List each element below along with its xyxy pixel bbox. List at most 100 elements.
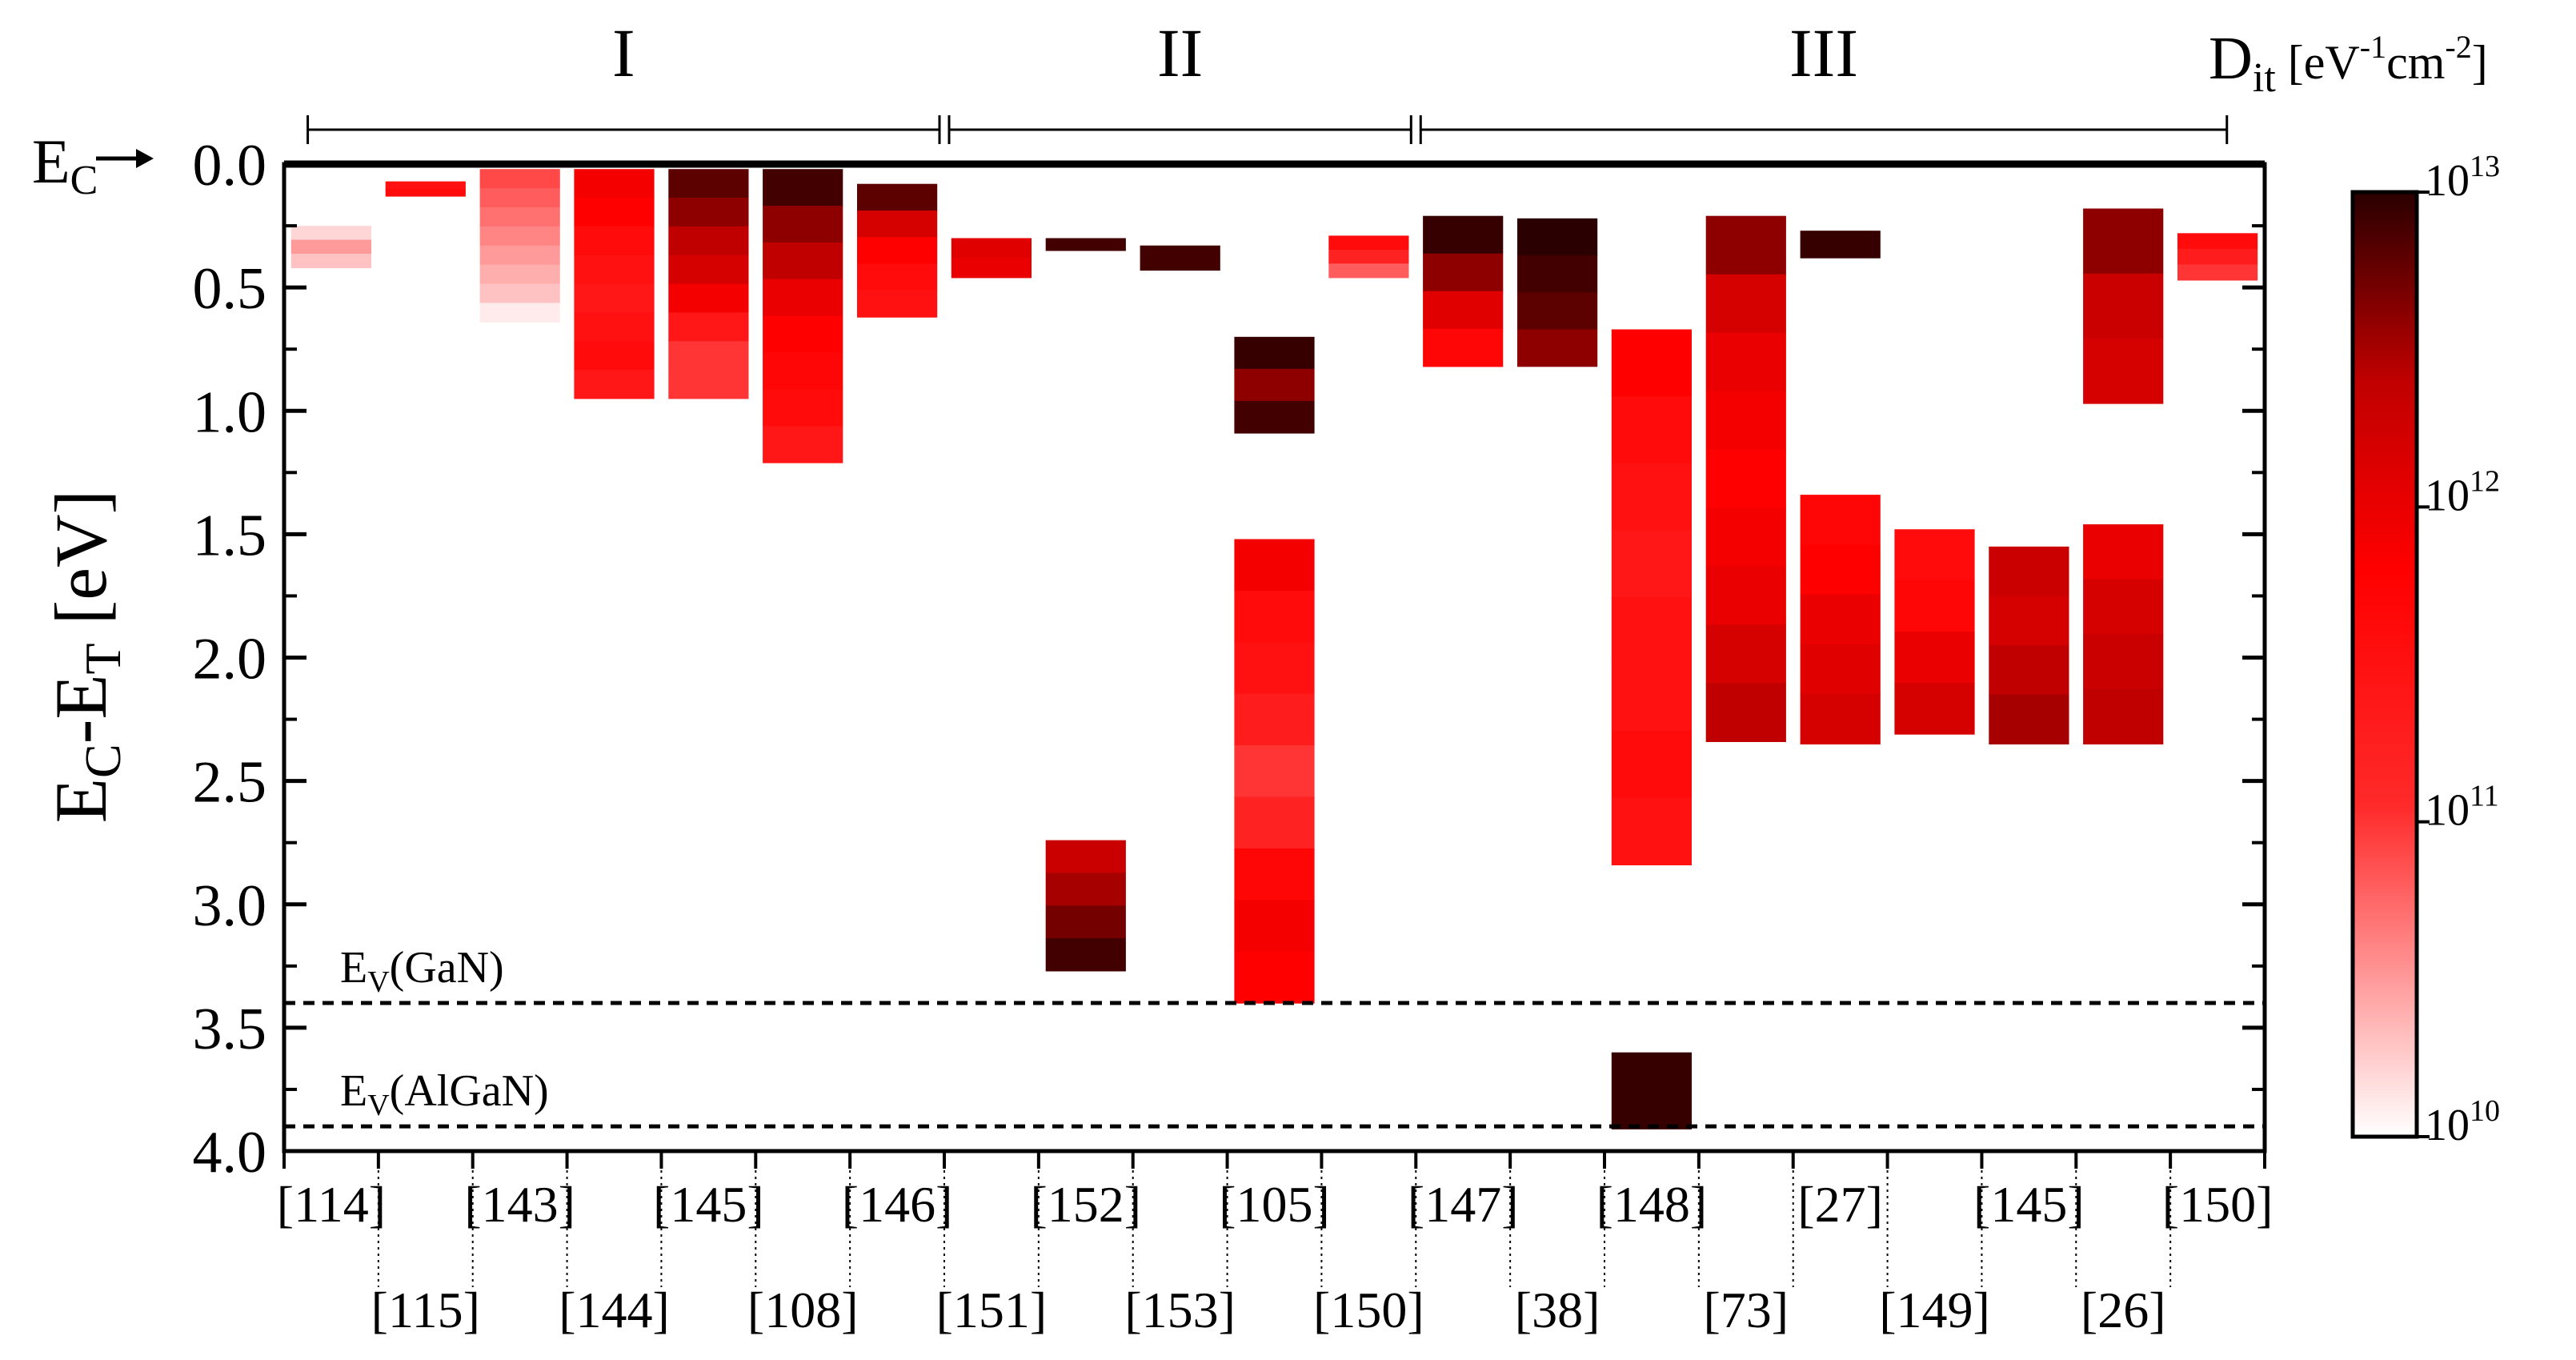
bar <box>2083 524 2164 744</box>
bar-segment <box>763 352 843 390</box>
bar-segment <box>2083 273 2164 339</box>
bar-segment <box>1989 645 2069 696</box>
bar-segment <box>1705 507 1786 568</box>
bar-segment <box>2177 233 2258 250</box>
bar-segment <box>1045 840 1126 873</box>
bar-segment <box>1517 218 1598 256</box>
bar-segment <box>1045 905 1126 939</box>
bar-segment <box>1423 291 1504 330</box>
bar-segment <box>1611 329 1692 397</box>
bar-segment <box>763 169 843 207</box>
bar-segment <box>857 263 938 291</box>
x-tick-label: [108] <box>747 1282 859 1338</box>
bar-segment <box>574 341 655 371</box>
bar-segment <box>763 315 843 354</box>
x-tick-label: [26] <box>2081 1282 2166 1338</box>
bar-segment <box>857 183 938 211</box>
bar-segment <box>857 290 938 318</box>
bar-segment <box>479 264 560 285</box>
bar-segment <box>290 254 371 269</box>
bar-segment <box>574 370 655 399</box>
bar-segment <box>385 181 466 190</box>
x-tick-label: [150] <box>2162 1176 2274 1233</box>
group-label: II <box>1157 14 1203 91</box>
x-tick-label: [145] <box>1973 1176 2085 1233</box>
bar-segment <box>1423 215 1504 255</box>
bar-segment <box>2177 248 2258 265</box>
colorbar-tick-label: 1013 <box>2425 150 2500 206</box>
y-tick-label: 0.5 <box>193 256 267 322</box>
bar-segment <box>1989 546 2069 597</box>
bar-segment <box>385 188 466 197</box>
bar-segment <box>1705 624 1786 684</box>
bar-segment <box>1234 951 1315 1004</box>
group-label: I <box>612 14 635 91</box>
bar-segment <box>1517 329 1598 367</box>
bar <box>1423 215 1504 367</box>
bar-segment <box>2083 634 2164 690</box>
bar-segment <box>479 188 560 208</box>
colorbar-label: Dit [eV-1cm-2] <box>2209 25 2488 101</box>
x-tick-label: [144] <box>559 1282 670 1338</box>
bar <box>763 169 843 463</box>
bar <box>385 181 466 197</box>
bar-segment <box>857 211 938 238</box>
bar <box>1611 329 1692 865</box>
bar <box>1611 1052 1692 1129</box>
x-tick-label: [105] <box>1219 1176 1330 1233</box>
bar <box>1234 539 1315 1004</box>
bar-segment <box>1234 693 1315 746</box>
bar-segment <box>1705 391 1786 451</box>
bar-segment <box>1423 328 1504 367</box>
bar-segment <box>668 198 749 227</box>
bar-segment <box>1705 449 1786 509</box>
bar-segment <box>1611 530 1692 598</box>
bar <box>479 169 560 323</box>
x-tick-label: [143] <box>464 1176 575 1233</box>
group-brackets: I II III <box>306 14 2229 144</box>
bar-segment <box>668 255 749 285</box>
bar-segment <box>763 242 843 280</box>
bar-segment <box>479 303 560 323</box>
bar-segment <box>2083 688 2164 744</box>
bar <box>1140 245 1220 271</box>
bar-segment <box>1517 255 1598 293</box>
bar-segment <box>1800 231 1881 259</box>
bar-segment <box>1800 495 1881 545</box>
bar <box>1989 546 2069 744</box>
bar <box>290 226 371 269</box>
bar <box>951 238 1032 279</box>
bar-segment <box>951 258 1032 279</box>
x-tick-label: [147] <box>1408 1176 1519 1233</box>
bar-segment <box>1800 594 1881 645</box>
group-bracket: II <box>947 14 1412 144</box>
bar-segment <box>2177 264 2258 281</box>
x-tick-label: [114] <box>277 1176 386 1233</box>
colorbar-tick-label: 1012 <box>2425 464 2500 520</box>
x-tick-label: [150] <box>1313 1282 1424 1338</box>
bar-segment <box>479 245 560 266</box>
bar-segment <box>479 207 560 227</box>
bar-segment <box>1234 336 1315 370</box>
group-bracket: I <box>306 14 941 144</box>
y-tick-label: 1.5 <box>193 503 267 568</box>
y-tick-label: 1.0 <box>193 379 267 445</box>
bar-segment <box>1611 664 1692 732</box>
bar-segment <box>763 426 843 463</box>
colorbar-ticks: 1013 1012 1011 1010 <box>2417 150 2500 1150</box>
y-tick-label: 0.0 <box>193 133 267 199</box>
bar-segment <box>1234 848 1315 901</box>
bar-segment <box>1234 745 1315 798</box>
bar <box>1045 238 1126 251</box>
bar <box>1328 235 1409 279</box>
bar-segment <box>1611 597 1692 665</box>
bar-segment <box>1611 797 1692 865</box>
bar-segment <box>1705 215 1786 275</box>
x-tick-label: [146] <box>842 1176 953 1233</box>
bar-segment <box>479 283 560 303</box>
bar <box>1517 218 1598 367</box>
bar-segment <box>1045 938 1126 972</box>
bar-segment <box>1234 590 1315 643</box>
bar-segment <box>1234 900 1315 953</box>
